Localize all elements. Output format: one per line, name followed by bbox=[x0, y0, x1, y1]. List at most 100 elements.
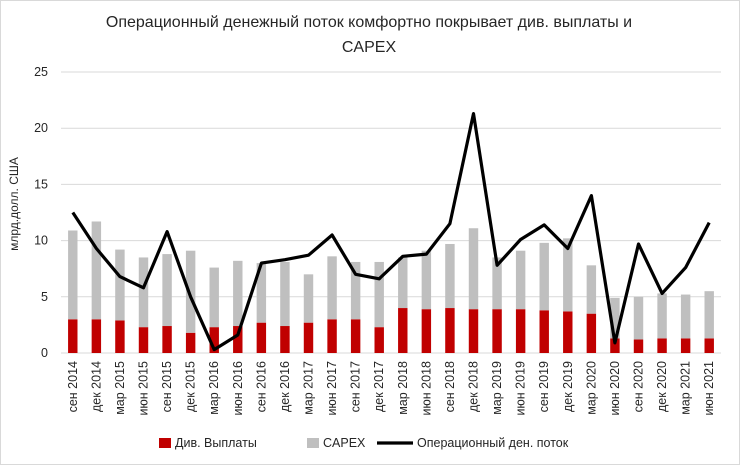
y-axis-title: млрд.долл. США bbox=[7, 157, 21, 251]
x-tick-label: июн 2019 bbox=[514, 361, 528, 416]
bar-dividends bbox=[680, 338, 691, 353]
legend: Див. Выплаты CAPEX Операционный ден. поток bbox=[159, 436, 569, 450]
y-tick-label: 25 bbox=[34, 65, 48, 79]
bar-capex bbox=[91, 221, 102, 320]
x-tick-label: июн 2015 bbox=[137, 361, 151, 416]
bar-dividends bbox=[185, 332, 196, 353]
x-tick-label: сен 2020 bbox=[632, 361, 646, 412]
bar-capex bbox=[633, 296, 644, 340]
bar-dividends bbox=[421, 309, 432, 353]
x-tick-label: дек 2016 bbox=[278, 361, 292, 412]
bar-dividends bbox=[115, 320, 125, 353]
bar-capex bbox=[610, 297, 620, 339]
bar-capex bbox=[421, 250, 432, 310]
bar-capex bbox=[280, 261, 290, 327]
bar-dividends bbox=[303, 322, 314, 353]
legend-label: Див. Выплаты bbox=[175, 436, 257, 450]
bar-dividends bbox=[398, 308, 408, 353]
bar-dividends bbox=[233, 326, 243, 353]
x-tick-label: сен 2016 bbox=[254, 361, 268, 412]
x-tick-label: сен 2018 bbox=[443, 361, 457, 412]
x-tick-label: дек 2015 bbox=[184, 361, 198, 412]
x-tick-labels: сен 2014 дек 2014 мар 2015 июн 2015 сен 2015… bbox=[66, 361, 716, 416]
bar-dividends bbox=[256, 322, 267, 353]
bars-layer bbox=[68, 221, 714, 353]
x-tick-label: июн 2016 bbox=[231, 361, 245, 416]
x-tick-label: сен 2017 bbox=[349, 361, 363, 412]
x-tick-label: сен 2015 bbox=[160, 361, 174, 412]
bar-dividends bbox=[209, 327, 219, 353]
y-tick-label: 0 bbox=[41, 346, 48, 360]
bar-dividends bbox=[657, 338, 667, 353]
bar-dividends bbox=[633, 339, 644, 353]
x-tick-label: мар 2016 bbox=[207, 361, 221, 415]
bar-capex bbox=[515, 250, 526, 310]
x-tick-label: дек 2020 bbox=[655, 361, 669, 412]
bar-capex bbox=[303, 274, 314, 323]
bar-dividends bbox=[327, 319, 337, 353]
bar-dividends bbox=[138, 327, 149, 353]
bar-dividends bbox=[374, 327, 384, 353]
x-tick-label: мар 2017 bbox=[302, 361, 316, 415]
bar-dividends bbox=[563, 311, 573, 353]
x-tick-label: дек 2017 bbox=[372, 361, 386, 412]
x-tick-label: дек 2019 bbox=[561, 361, 575, 412]
x-tick-label: июн 2017 bbox=[325, 361, 339, 416]
bar-dividends bbox=[68, 319, 78, 353]
bar-dividends bbox=[91, 319, 102, 353]
bar-capex bbox=[350, 261, 361, 320]
bar-capex bbox=[445, 243, 455, 309]
y-tick-labels: 0 5 10 15 20 25 bbox=[34, 65, 48, 360]
y-tick-label: 20 bbox=[34, 121, 48, 135]
bar-capex bbox=[680, 294, 691, 339]
x-tick-label: мар 2018 bbox=[396, 361, 410, 415]
bar-dividends bbox=[280, 326, 290, 353]
line-operating-cash-flow bbox=[71, 111, 711, 352]
bar-capex bbox=[657, 293, 667, 339]
legend-label: CAPEX bbox=[323, 436, 366, 450]
y-tick-label: 5 bbox=[41, 290, 48, 304]
bar-capex bbox=[374, 261, 384, 328]
bar-dividends bbox=[704, 338, 714, 353]
chart-title-line2: CAPEX bbox=[342, 39, 397, 56]
line-layer bbox=[71, 111, 711, 352]
bar-dividends bbox=[515, 309, 526, 353]
x-tick-label: мар 2020 bbox=[584, 361, 598, 415]
bar-capex bbox=[586, 265, 597, 314]
x-tick-label: мар 2019 bbox=[490, 361, 504, 415]
x-tick-label: сен 2019 bbox=[537, 361, 551, 412]
legend-label: Операционный ден. поток bbox=[417, 436, 569, 450]
x-tick-label: дек 2018 bbox=[467, 361, 481, 412]
x-tick-label: мар 2021 bbox=[679, 361, 693, 415]
chart-title-line1: Операционный денежный поток комфортно по… bbox=[106, 14, 632, 31]
bar-dividends bbox=[162, 326, 172, 353]
legend-swatch bbox=[307, 438, 319, 448]
bar-dividends bbox=[492, 309, 502, 353]
bar-capex bbox=[539, 242, 549, 311]
bar-dividends bbox=[468, 309, 479, 353]
bar-dividends bbox=[539, 310, 549, 353]
bar-capex bbox=[115, 249, 125, 321]
bar-dividends bbox=[445, 308, 455, 353]
bar-capex bbox=[468, 228, 479, 310]
y-tick-label: 15 bbox=[34, 177, 48, 191]
bar-dividends bbox=[350, 319, 361, 353]
bar-capex bbox=[209, 267, 219, 328]
bar-capex bbox=[162, 254, 172, 327]
legend-swatch bbox=[159, 438, 171, 448]
x-tick-label: июн 2018 bbox=[419, 361, 433, 416]
y-tick-label: 10 bbox=[34, 234, 48, 248]
bar-capex bbox=[327, 256, 337, 320]
bar-capex bbox=[563, 238, 573, 312]
bar-capex bbox=[704, 291, 714, 339]
bar-capex bbox=[185, 250, 196, 333]
bar-dividends bbox=[586, 313, 597, 353]
bar-capex bbox=[256, 263, 267, 323]
bar-capex bbox=[492, 257, 502, 310]
bar-capex bbox=[398, 257, 408, 309]
bar-capex bbox=[68, 230, 78, 320]
bar-capex bbox=[233, 260, 243, 327]
bar-dividends bbox=[610, 338, 620, 353]
bar-capex bbox=[138, 257, 149, 328]
